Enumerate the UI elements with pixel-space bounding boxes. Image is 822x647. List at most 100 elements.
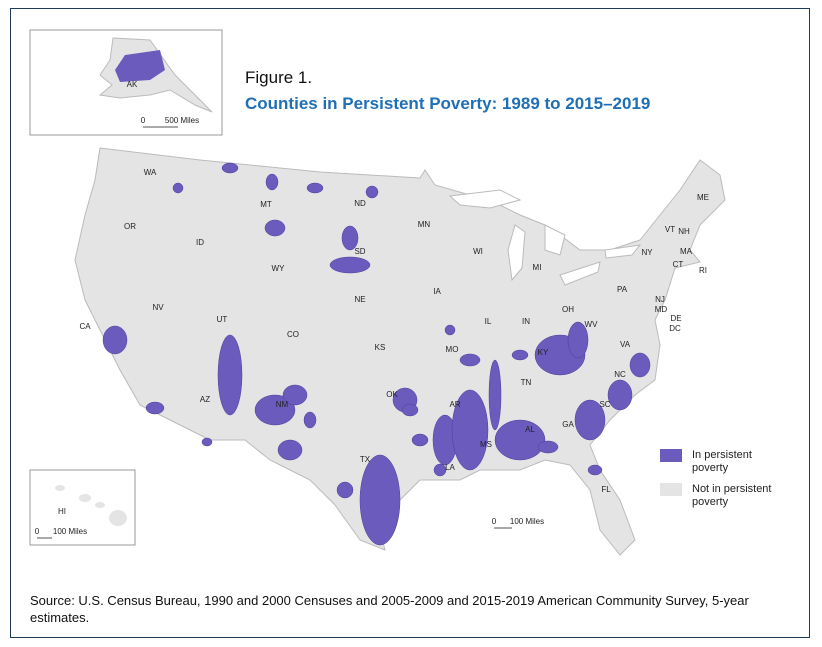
state-label: NY <box>641 248 653 257</box>
state-label: SC <box>599 400 610 409</box>
state-label: TX <box>360 455 371 464</box>
state-label: MN <box>418 220 431 229</box>
state-label: MS <box>480 440 492 449</box>
state-label: NJ <box>655 295 665 304</box>
poverty-counties <box>306 182 324 194</box>
poverty-counties <box>102 325 128 355</box>
state-label: WI <box>473 247 483 256</box>
poverty-counties <box>574 399 606 441</box>
poverty-counties <box>459 353 481 367</box>
state-label: IN <box>522 317 530 326</box>
poverty-counties <box>537 440 559 454</box>
hawaii-label: HI <box>58 507 66 516</box>
poverty-counties <box>365 185 379 199</box>
state-label: NM <box>276 400 289 409</box>
poverty-counties <box>254 394 296 426</box>
poverty-counties <box>341 225 359 251</box>
state-label: FL <box>601 485 611 494</box>
poverty-counties <box>303 411 317 429</box>
state-label: MA <box>680 247 693 256</box>
state-label: CA <box>79 322 91 331</box>
state-label: TN <box>521 378 532 387</box>
legend-label: In persistent poverty <box>692 449 752 474</box>
state-label: WY <box>272 264 286 273</box>
state-label: MO <box>446 345 459 354</box>
scale-zero: 0 <box>492 517 497 526</box>
state-label: CT <box>673 260 684 269</box>
state-label: MI <box>533 263 542 272</box>
state-label: SD <box>354 247 365 256</box>
state-label: DC <box>669 324 681 333</box>
poverty-counties <box>451 389 489 471</box>
figure-label: Figure 1. <box>245 68 313 87</box>
state-label: WV <box>585 320 599 329</box>
poverty-counties <box>359 454 401 546</box>
poverty-counties <box>607 379 633 411</box>
poverty-counties <box>433 463 447 477</box>
alaska-label: AK <box>127 80 138 89</box>
hawaii-inset <box>29 469 136 546</box>
state-label: IL <box>485 317 492 326</box>
poverty-counties <box>511 349 529 361</box>
state-label: RI <box>699 266 707 275</box>
state-label: NC <box>614 370 626 379</box>
poverty-counties <box>329 256 371 274</box>
poverty-counties <box>494 419 546 461</box>
state-label: DE <box>670 314 681 323</box>
poverty-counties <box>265 173 279 191</box>
poverty-counties <box>488 359 502 431</box>
poverty-counties <box>217 334 243 416</box>
state-label: VA <box>620 340 631 349</box>
state-label: MD <box>655 305 668 314</box>
state-label: IA <box>433 287 441 296</box>
frame <box>10 8 810 638</box>
state-label: UT <box>217 315 228 324</box>
state-label: PA <box>617 285 628 294</box>
scale-zero: 0 <box>141 116 146 125</box>
scale-distance: 100 Miles <box>510 517 544 526</box>
state-label: KY <box>538 348 549 357</box>
great-lakes <box>448 189 642 286</box>
poverty-counties <box>587 464 603 476</box>
state-label: OR <box>124 222 136 231</box>
poverty-counties <box>221 162 239 174</box>
poverty-counties <box>411 433 429 447</box>
state-label: CO <box>287 330 299 339</box>
poverty-counties <box>201 437 213 447</box>
state-label: NE <box>354 295 365 304</box>
hawaii-islands <box>55 485 127 526</box>
state-label: ND <box>354 199 366 208</box>
state-label: AL <box>525 425 535 434</box>
poverty-counties <box>444 324 456 336</box>
legend-swatch <box>660 449 682 462</box>
scale-distance: 100 Miles <box>53 527 87 536</box>
source: Source: U.S. Census Bureau, 1990 and 200… <box>30 593 749 625</box>
state-label: NH <box>678 227 690 236</box>
state-label: ID <box>196 238 204 247</box>
poverty-counties <box>145 401 165 415</box>
scale-bars <box>37 126 512 539</box>
poverty-counties <box>336 481 354 499</box>
legend-swatch <box>660 483 682 496</box>
poverty-counties <box>401 403 419 417</box>
poverty-counties <box>282 384 308 406</box>
state-label: VT <box>665 225 675 234</box>
poverty-counties <box>264 219 286 237</box>
poverty-counties <box>567 321 589 359</box>
scale-distance: 500 Miles <box>165 116 199 125</box>
poverty-counties <box>277 439 303 461</box>
state-label: KS <box>375 343 386 352</box>
state-label: NV <box>152 303 164 312</box>
legend-label: Not in persistent poverty <box>692 483 772 508</box>
state-label: ME <box>697 193 709 202</box>
state-label: AR <box>449 400 460 409</box>
poverty-counties <box>629 352 651 378</box>
state-label: OH <box>562 305 574 314</box>
title: Counties in Persistent Poverty: 1989 to … <box>245 94 651 113</box>
state-label: OK <box>386 390 398 399</box>
state-label: MT <box>260 200 272 209</box>
alaska-poverty <box>115 50 165 82</box>
scale-zero: 0 <box>35 527 40 536</box>
